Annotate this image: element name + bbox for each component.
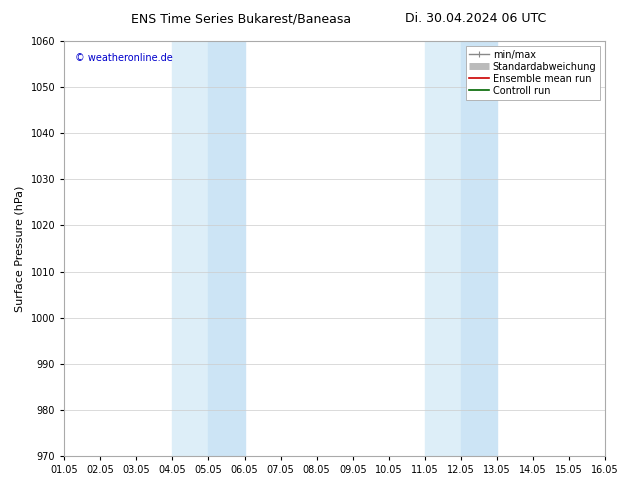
Text: © weatheronline.de: © weatheronline.de	[75, 53, 173, 64]
Bar	[172, 41, 209, 456]
Bar	[425, 41, 461, 456]
Y-axis label: Surface Pressure (hPa): Surface Pressure (hPa)	[15, 185, 25, 312]
Legend: min/max, Standardabweichung, Ensemble mean run, Controll run: min/max, Standardabweichung, Ensemble me…	[465, 46, 600, 99]
Text: Di. 30.04.2024 06 UTC: Di. 30.04.2024 06 UTC	[405, 12, 546, 25]
Bar	[461, 41, 497, 456]
Text: ENS Time Series Bukarest/Baneasa: ENS Time Series Bukarest/Baneasa	[131, 12, 351, 25]
Bar	[209, 41, 245, 456]
